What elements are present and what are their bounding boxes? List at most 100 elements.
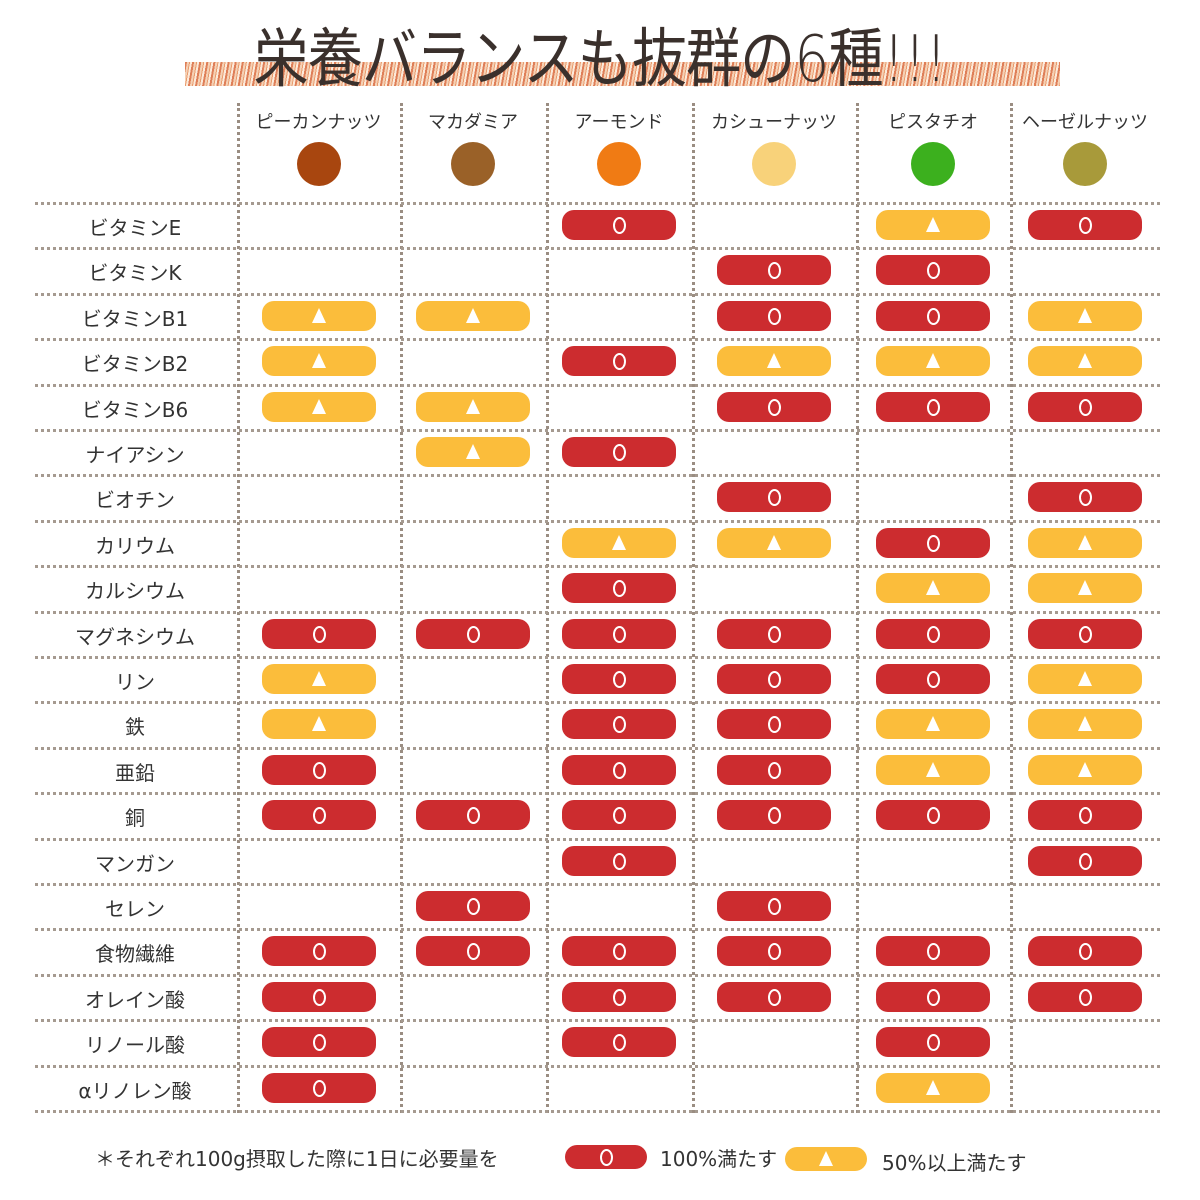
rating-full-marker [717, 300, 831, 331]
circle-icon [768, 988, 781, 1006]
circle-icon [312, 1034, 326, 1052]
row-divider [35, 928, 1160, 932]
circle-icon [768, 943, 781, 961]
row-label: ビタミンB2 [81, 352, 189, 377]
rating-half-marker [261, 346, 376, 377]
column-divider [546, 103, 549, 1113]
triangle-icon [466, 444, 480, 459]
circle-icon [768, 262, 781, 280]
row-label: ナイアシン [85, 443, 185, 467]
rating-full-marker [562, 346, 676, 377]
rating-half-marker [416, 391, 530, 422]
circle-icon [467, 898, 480, 915]
triangle-icon [767, 353, 781, 369]
rating-half-marker [876, 709, 990, 740]
rating-full-marker [717, 255, 831, 286]
rating-full-marker [416, 891, 530, 921]
column-header: マカダミア [428, 112, 518, 133]
circle-icon [768, 398, 781, 416]
triangle-icon [926, 217, 940, 232]
rating-full-marker [562, 845, 676, 876]
circle-icon [768, 898, 781, 915]
row-divider [35, 383, 1160, 387]
circle-icon [768, 489, 781, 507]
row-label: 銅 [125, 806, 145, 831]
row-divider [35, 837, 1160, 841]
triangle-icon [767, 534, 781, 550]
column-header: ヘーゼルナッツ [1022, 112, 1148, 133]
circle-icon [1079, 852, 1092, 870]
circle-icon [613, 580, 626, 598]
nut-illustration [296, 142, 341, 186]
triangle-icon [466, 307, 480, 323]
circle-icon [768, 807, 781, 825]
triangle-icon [612, 534, 626, 550]
circle-icon [312, 807, 326, 825]
rating-full-marker [562, 754, 676, 785]
row-divider [35, 1110, 1160, 1113]
circle-icon [927, 625, 940, 643]
rating-full-marker [261, 800, 376, 831]
rating-full-marker [261, 981, 376, 1012]
circle-icon [927, 988, 940, 1006]
circle-icon [1079, 988, 1092, 1006]
circle-icon [768, 625, 781, 643]
circle-icon [768, 716, 781, 734]
rating-full-marker [876, 391, 990, 422]
row-label: オレイン酸 [85, 987, 185, 1012]
row-divider [35, 746, 1160, 750]
circle-icon [613, 444, 626, 461]
circle-icon [768, 761, 781, 779]
legend-half-label: 50%以上満たす [882, 1151, 1027, 1175]
row-divider [35, 519, 1160, 523]
triangle-icon [1078, 580, 1092, 596]
row-divider [35, 701, 1160, 705]
nut-illustration [451, 142, 495, 186]
row-label: カルシウム [85, 579, 185, 604]
triangle-icon [1078, 353, 1092, 369]
triangle-icon [1078, 307, 1092, 323]
circle-icon [613, 943, 626, 961]
circle-icon [312, 988, 326, 1006]
rating-full-marker [261, 754, 376, 785]
rating-half-marker [1028, 709, 1142, 740]
rating-full-marker [876, 936, 990, 967]
rating-full-marker [562, 573, 676, 604]
rating-half-marker [1028, 664, 1142, 694]
row-divider [35, 565, 1160, 569]
triangle-icon [1078, 761, 1092, 777]
rating-full-marker [876, 800, 990, 831]
row-label: ビタミンB1 [81, 306, 189, 331]
title-underline [185, 62, 1060, 86]
rating-full-marker [1028, 936, 1142, 967]
column-header: ピスタチオ [888, 112, 978, 133]
circle-icon [613, 988, 626, 1006]
row-divider [35, 292, 1160, 296]
rating-full-marker [261, 936, 376, 967]
triangle-icon [466, 398, 480, 414]
circle-icon [312, 625, 326, 643]
row-divider [35, 474, 1160, 478]
triangle-icon [926, 761, 940, 777]
triangle-icon [1078, 534, 1092, 550]
rating-half-marker [717, 527, 831, 558]
rating-full-marker [416, 800, 530, 831]
circle-icon [613, 716, 626, 734]
circle-icon [613, 217, 626, 234]
rating-full-marker [1028, 981, 1142, 1012]
column-header: ピーカンナッツ [255, 112, 382, 133]
rating-full-marker [1028, 391, 1142, 422]
column-header: カシューナッツ [711, 112, 837, 133]
legend-full-label: 100%満たす [660, 1147, 778, 1171]
rating-full-marker [876, 1027, 990, 1058]
circle-icon [467, 943, 480, 961]
rating-half-marker [876, 346, 990, 377]
rating-half-marker [261, 300, 376, 331]
circle-icon [927, 534, 940, 552]
rating-full-marker [562, 437, 676, 467]
rating-full-marker [717, 664, 831, 694]
circle-icon [927, 398, 940, 416]
circle-icon [613, 625, 626, 643]
circle-icon [312, 761, 326, 779]
rating-full-marker [562, 618, 676, 649]
